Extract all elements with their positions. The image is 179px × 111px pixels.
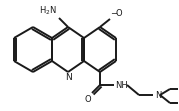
- Text: ─: ─: [171, 100, 175, 106]
- Text: N: N: [155, 90, 161, 99]
- Text: N: N: [65, 73, 71, 82]
- Text: ─O: ─O: [111, 9, 123, 18]
- Text: H$_2$N: H$_2$N: [39, 5, 57, 17]
- Text: O: O: [84, 95, 91, 104]
- Text: NH: NH: [115, 80, 128, 89]
